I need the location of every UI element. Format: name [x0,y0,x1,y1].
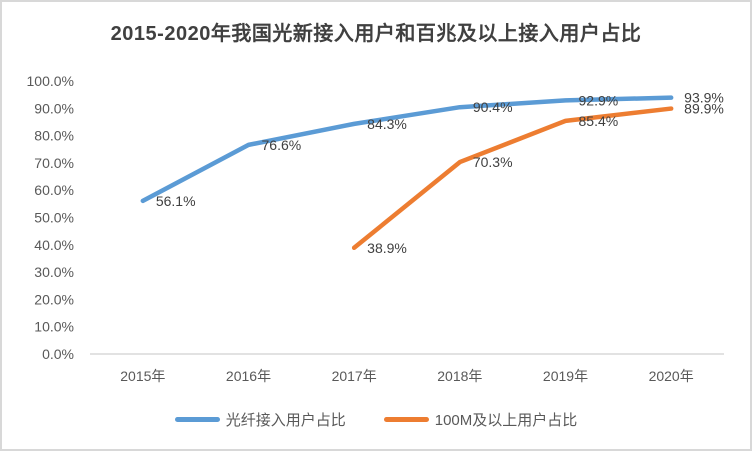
x-axis-tick-label: 2017年 [332,368,377,384]
y-axis-tick-label: 90.0% [34,100,74,116]
data-label-s0: 56.1% [156,193,196,209]
y-axis-tick-label: 20.0% [34,291,74,307]
legend-swatch-1 [383,417,429,422]
y-axis-tick-label: 10.0% [34,319,74,335]
chart-legend: 光纤接入用户占比 100M及以上用户占比 [2,409,750,430]
x-axis-tick-label: 2016年 [226,368,271,384]
data-label-s0: 92.9% [579,92,619,108]
y-axis-tick-label: 50.0% [34,210,74,226]
data-label-s0: 76.6% [262,137,302,153]
y-axis-tick-label: 100.0% [27,73,74,89]
y-axis-tick-label: 40.0% [34,237,74,253]
y-axis-tick-label: 0.0% [42,346,74,362]
data-label-s1: 70.3% [473,154,513,170]
x-axis-tick-label: 2019年 [543,368,588,384]
series-line-1 [351,106,674,251]
data-label-s0: 84.3% [367,116,407,132]
y-axis-tick-label: 60.0% [34,182,74,198]
y-axis-tick-label: 30.0% [34,264,74,280]
y-axis-tick-label: 80.0% [34,128,74,144]
legend-swatch-0 [174,417,220,422]
data-label-s0: 90.4% [473,99,513,115]
series-line-0 [140,95,674,204]
legend-item-100m: 100M及以上用户占比 [383,409,578,430]
x-axis-tick-label: 2018年 [437,368,482,384]
x-axis-tick-label: 2015年 [120,368,165,384]
x-axis-tick-label: 2020年 [649,368,694,384]
data-label-s1: 38.9% [367,240,407,256]
legend-label-fiber: 光纤接入用户占比 [225,412,346,429]
data-label-s1: 85.4% [579,113,619,129]
data-label-s1: 89.9% [684,101,724,117]
chart-title: 2015-2020年我国光新接入用户和百兆及以上接入用户占比 [110,23,642,45]
y-axis-tick-label: 70.0% [34,155,74,171]
legend-label-100m: 100M及以上用户占比 [434,412,578,429]
data-label-s0: 93.9% [684,90,724,106]
legend-item-fiber: 光纤接入用户占比 [174,409,346,430]
